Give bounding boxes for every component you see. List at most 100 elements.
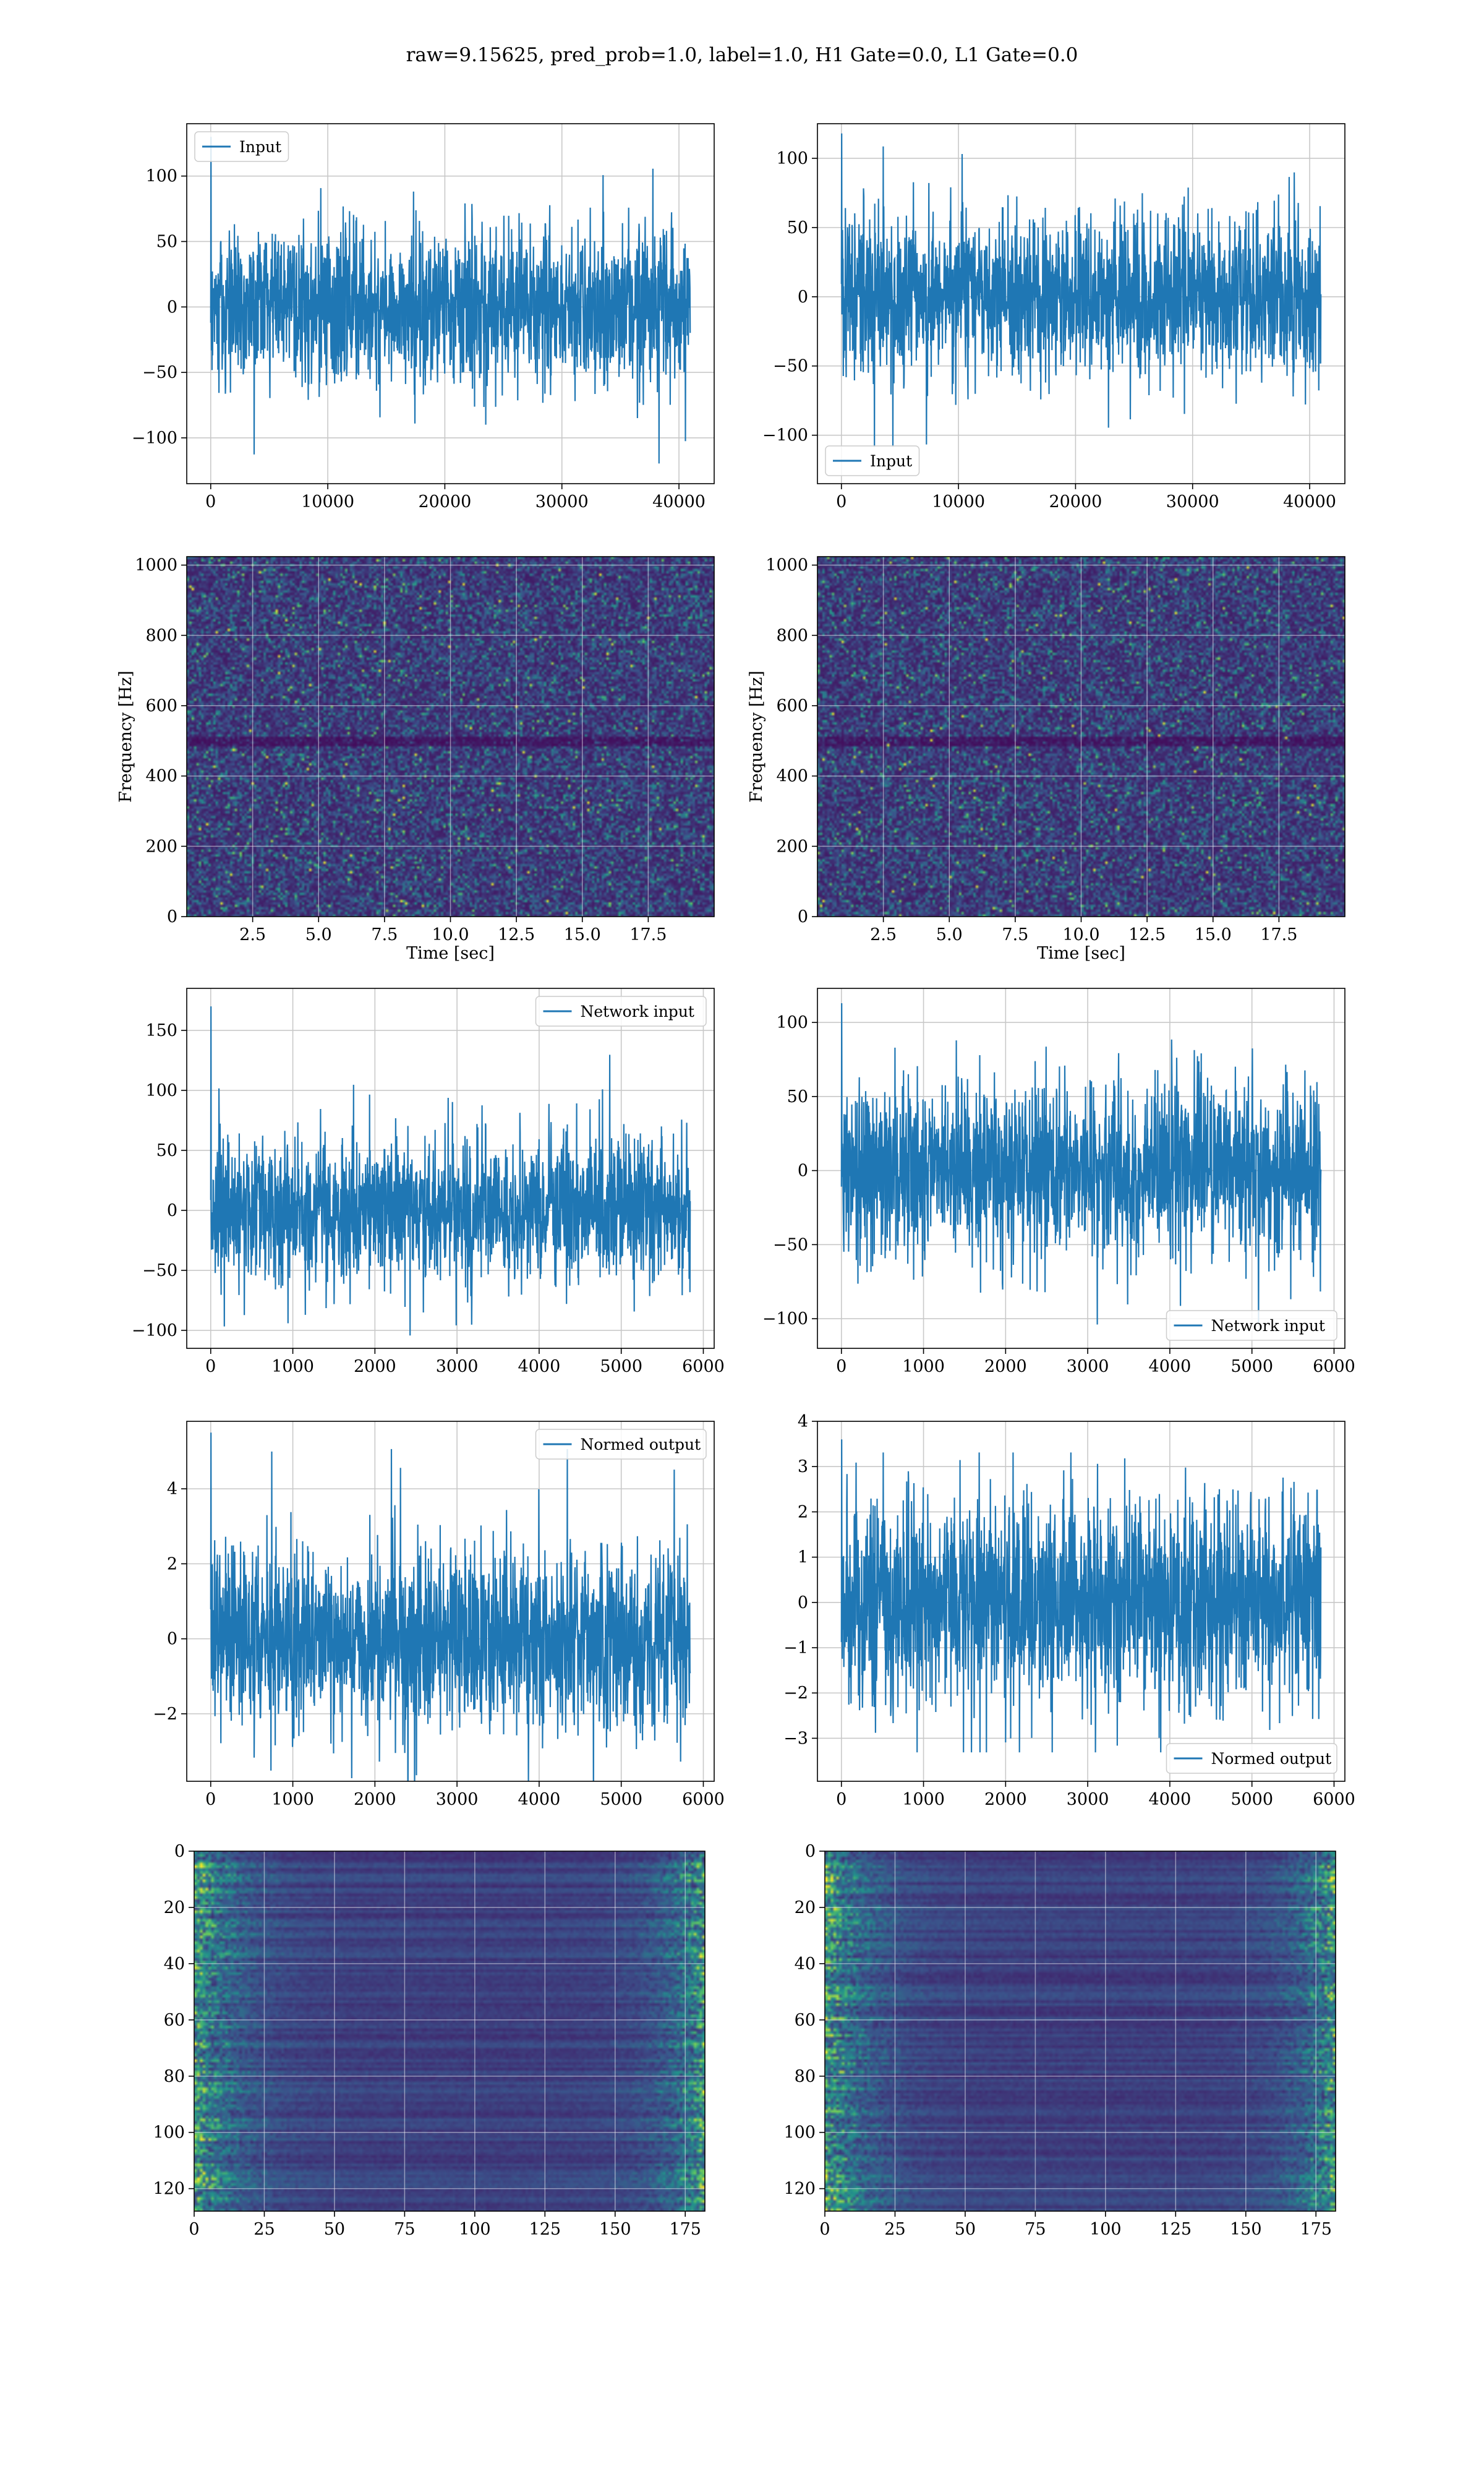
x-tick-label: 5000 <box>600 1790 642 1809</box>
x-tick-label: 150 <box>1230 2220 1262 2239</box>
y-tick-label: 100 <box>776 149 808 168</box>
x-tick-label: 10000 <box>932 492 985 511</box>
y-tick-label: 200 <box>776 837 808 856</box>
x-tick-label: 3000 <box>1067 1357 1109 1376</box>
x-tick-label: 100 <box>459 2220 491 2239</box>
plot-content <box>187 1421 714 1781</box>
x-tick-label: 6000 <box>1313 1357 1355 1376</box>
y-tick-label: 800 <box>776 626 808 645</box>
axes-frame <box>817 1421 1345 1782</box>
x-tick-label: 175 <box>1300 2220 1332 2239</box>
y-tick-label: −100 <box>132 1321 177 1340</box>
x-tick-label: 50 <box>955 2220 976 2239</box>
axes-frame <box>186 1421 715 1782</box>
x-tick-label: 2000 <box>984 1357 1027 1376</box>
x-tick-label: 0 <box>205 492 216 511</box>
y-axis-label: Frequency [Hz] <box>116 670 135 802</box>
y-tick-label: 100 <box>783 2123 816 2142</box>
plot-content <box>817 1421 1345 1781</box>
subplot-feat-h1: 0 25 50 75 100 125 150 175 0 20 40 60 80 100 120 <box>153 1842 706 2239</box>
x-tick-label: 2.5 <box>870 925 897 944</box>
y-tick-label: 4 <box>167 1479 177 1499</box>
x-tick-label: 4000 <box>1149 1790 1192 1809</box>
y-tick-label: 0 <box>167 1201 177 1220</box>
axes-frame <box>194 1851 706 2212</box>
x-tick-label: 0 <box>819 2220 830 2239</box>
legend-box <box>535 996 707 1027</box>
subplot-netin-h1: 0 1000 2000 3000 4000 5000 6000 −100 −50 0 50 100 15… <box>132 988 725 1376</box>
y-tick-label: 0 <box>805 1842 816 1861</box>
y-tick-label: 1000 <box>765 556 808 575</box>
subplot-netin-l1: 0 1000 2000 3000 4000 5000 6000 −100 −50 0 50 100 Ne… <box>762 988 1355 1376</box>
x-tick-label: 150 <box>599 2220 631 2239</box>
x-tick-label: 7.5 <box>1002 925 1028 944</box>
x-tick-label: 3000 <box>436 1790 479 1809</box>
y-tick-label: 0 <box>174 1842 185 1861</box>
heatmap-image <box>187 557 714 917</box>
x-tick-label: 1000 <box>902 1790 945 1809</box>
x-tick-label: 17.5 <box>1260 925 1297 944</box>
y-tick-label: 400 <box>145 767 177 786</box>
x-tick-label: 6000 <box>1313 1790 1355 1809</box>
y-tick-label: −50 <box>142 1261 177 1280</box>
plot-content <box>825 1851 1336 2211</box>
y-tick-label: 400 <box>776 767 808 786</box>
y-tick-label: 80 <box>795 2067 816 2086</box>
y-tick-label: 40 <box>164 1954 185 1974</box>
x-tick-label: 10.0 <box>432 925 469 944</box>
heatmap-image <box>825 1851 1336 2211</box>
y-tick-label: 120 <box>153 2180 185 2199</box>
x-tick-label: 10.0 <box>1062 925 1099 944</box>
x-tick-label: 20000 <box>418 492 471 511</box>
x-tick-label: 15.0 <box>564 925 601 944</box>
x-tick-label: 5000 <box>1230 1357 1273 1376</box>
y-tick-label: 0 <box>798 907 808 927</box>
subplot-spec-l1: 2.5 5.0 7.5 10.0 12.5 15.0 17.5 0 200 400 600 800 10… <box>747 556 1345 963</box>
x-tick-label: 25 <box>254 2220 275 2239</box>
x-tick-label: 50 <box>324 2220 345 2239</box>
x-tick-label: 2.5 <box>239 925 266 944</box>
heatmap-image <box>817 557 1345 917</box>
x-tick-label: 75 <box>1025 2220 1046 2239</box>
legend-box <box>194 131 289 162</box>
x-tick-label: 6000 <box>682 1790 725 1809</box>
x-tick-label: 0 <box>836 1790 846 1809</box>
legend: Network input <box>1166 1310 1337 1341</box>
x-tick-label: 5000 <box>1230 1790 1273 1809</box>
y-tick-label: 1000 <box>135 556 177 575</box>
legend-label: Normed output <box>1211 1750 1332 1768</box>
x-tick-label: 15.0 <box>1195 925 1232 944</box>
y-tick-label: 0 <box>798 288 808 307</box>
y-tick-label: 200 <box>145 837 177 856</box>
series-line-normed-output <box>210 1432 691 1781</box>
series-line-normed-output <box>840 1439 1322 1753</box>
x-tick-label: 7.5 <box>371 925 398 944</box>
legend-label: Normed output <box>581 1436 701 1453</box>
axes-frame <box>824 1851 1336 2212</box>
legend-label: Input <box>239 138 281 156</box>
x-tick-label: 0 <box>836 492 846 511</box>
series-line-network-input <box>840 1003 1322 1325</box>
legend-label: Input <box>870 452 912 470</box>
x-axis-label: Time [sec] <box>406 944 495 963</box>
x-tick-label: 3000 <box>436 1357 479 1376</box>
y-tick-label: 800 <box>145 626 177 645</box>
x-tick-label: 0 <box>205 1790 216 1809</box>
x-tick-label: 2000 <box>354 1357 396 1376</box>
y-tick-label: 60 <box>164 2011 185 2030</box>
x-tick-label: 30000 <box>1166 492 1219 511</box>
x-tick-label: 4000 <box>518 1790 561 1809</box>
legend: Input <box>825 445 920 476</box>
series-line-network-input <box>210 1006 691 1336</box>
x-tick-label: 40000 <box>652 492 706 511</box>
y-tick-label: 600 <box>776 696 808 716</box>
x-tick-label: 0 <box>205 1357 216 1376</box>
legend-box <box>825 445 920 476</box>
x-tick-label: 12.5 <box>498 925 535 944</box>
subplot-normed-l1: 0 1000 2000 3000 4000 5000 6000 −3 −2 −1 0 1 2 3 4 Norm… <box>783 1412 1355 1809</box>
x-axis-label: Time [sec] <box>1037 944 1125 963</box>
y-tick-label: 0 <box>167 297 177 317</box>
y-tick-label: 2 <box>167 1554 177 1573</box>
y-tick-label: −100 <box>762 1309 808 1329</box>
